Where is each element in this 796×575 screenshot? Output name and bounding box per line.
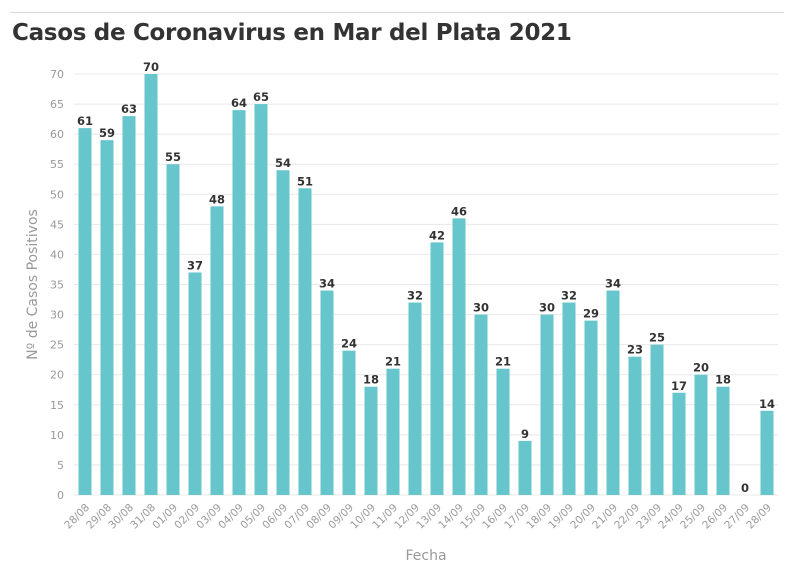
data-label: 55: [165, 150, 181, 164]
y-tick-label: 10: [50, 429, 64, 442]
data-label: 21: [495, 355, 511, 369]
y-tick-label: 65: [50, 98, 64, 111]
data-label: 59: [99, 126, 115, 140]
data-label: 64: [231, 96, 247, 110]
bar: [606, 290, 620, 495]
bar: [100, 140, 114, 495]
bar: [188, 272, 202, 495]
y-tick-label: 45: [50, 218, 64, 231]
data-label: 32: [561, 289, 577, 303]
bar: [386, 368, 400, 495]
data-label: 34: [605, 277, 621, 291]
bar: [672, 392, 686, 495]
data-label: 54: [275, 156, 291, 170]
data-label: 32: [407, 289, 423, 303]
data-label: 0: [741, 481, 749, 495]
data-label: 46: [451, 204, 467, 218]
data-label: 14: [759, 397, 775, 411]
bar: [342, 350, 356, 495]
bar: [694, 374, 708, 495]
chart-title: Casos de Coronavirus en Mar del Plata 20…: [12, 20, 572, 46]
y-tick-label: 0: [57, 489, 64, 502]
bar: [298, 188, 312, 495]
bar: [78, 128, 92, 495]
y-tick-label: 25: [50, 339, 64, 352]
bar: [430, 242, 444, 495]
data-label: 70: [143, 60, 159, 74]
bar: [562, 302, 576, 495]
bar: [540, 314, 554, 495]
data-label: 18: [715, 373, 731, 387]
data-label: 30: [473, 301, 489, 315]
data-label: 63: [121, 102, 137, 116]
bar: [716, 386, 730, 495]
data-label: 65: [253, 90, 269, 104]
data-label: 9: [521, 427, 529, 441]
bar: [628, 356, 642, 495]
bar: [650, 344, 664, 495]
bar: [144, 74, 158, 495]
x-axis-label: Fecha: [405, 548, 446, 564]
y-tick-label: 5: [57, 459, 64, 472]
y-tick-label: 35: [50, 279, 64, 292]
bar: [496, 368, 510, 495]
bar: [584, 320, 598, 495]
bar: [760, 410, 774, 495]
bar: [232, 110, 246, 495]
data-label: 20: [693, 361, 709, 375]
data-label: 37: [187, 258, 203, 272]
data-label: 30: [539, 301, 555, 315]
top-divider: [10, 12, 784, 13]
y-tick-label: 15: [50, 399, 64, 412]
bar: [408, 302, 422, 495]
bar: [210, 206, 224, 496]
data-label: 17: [671, 379, 687, 393]
data-label: 24: [341, 337, 357, 351]
y-axis-label: Nº de Casos Positivos: [25, 209, 41, 360]
bar: [474, 314, 488, 495]
bar: [518, 440, 532, 495]
data-label: 48: [209, 192, 225, 206]
bar: [320, 290, 334, 495]
bar: [122, 116, 136, 495]
data-label: 34: [319, 277, 335, 291]
bar: [166, 164, 180, 495]
data-label: 25: [649, 331, 665, 345]
y-tick-label: 30: [50, 309, 64, 322]
data-label: 61: [77, 114, 93, 128]
y-tick-label: 50: [50, 188, 64, 201]
data-label: 29: [583, 307, 599, 321]
bar: [254, 104, 268, 496]
data-label: 21: [385, 355, 401, 369]
y-tick-label: 55: [50, 158, 64, 171]
y-tick-label: 60: [50, 128, 64, 141]
data-label: 23: [627, 343, 643, 357]
y-tick-label: 20: [50, 369, 64, 382]
bar: [276, 170, 290, 495]
y-tick-label: 40: [50, 248, 64, 261]
y-tick-label: 70: [50, 68, 64, 81]
x-tick-label: 28/09: [744, 502, 774, 532]
bar: [364, 386, 378, 495]
data-label: 42: [429, 228, 445, 242]
bar: [452, 218, 466, 496]
data-label: 18: [363, 373, 379, 387]
data-label: 51: [297, 174, 313, 188]
